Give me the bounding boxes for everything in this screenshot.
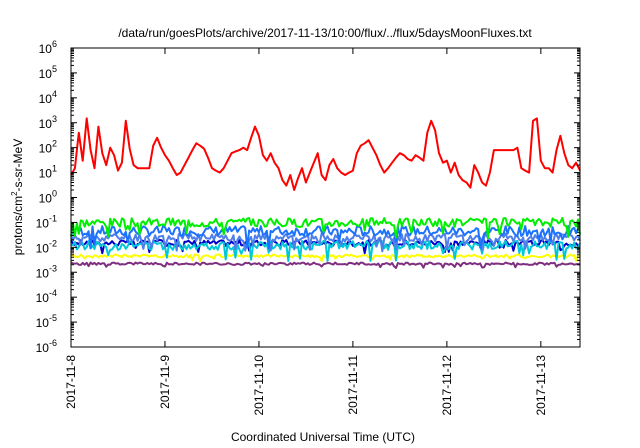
y-tick-exp: 5 [52, 64, 57, 74]
y-tick-base: 10 [39, 142, 53, 156]
x-tick-label: 2017-11-9 [158, 355, 172, 409]
y-axis-label-sup: 2 [10, 191, 19, 196]
y-tick-label: 106 [39, 39, 57, 56]
series-line [70, 217, 581, 239]
y-tick-base: 10 [39, 117, 53, 131]
y-tick-base: 10 [36, 291, 50, 305]
x-tick-label: 2017-11-11 [346, 355, 360, 415]
series-line [70, 117, 581, 191]
series-line [70, 239, 581, 262]
y-tick-base: 10 [39, 42, 53, 56]
y-tick-base: 10 [36, 216, 50, 230]
y-tick-exp: -3 [49, 263, 57, 273]
y-tick-label: 104 [39, 89, 57, 106]
y-axis-label: protons/cm2-s-sr-MeV [10, 139, 25, 255]
chart-title: /data/run/goesPlots/archive/2017-11-13/1… [118, 26, 532, 40]
y-tick-base: 10 [39, 192, 53, 206]
y-tick-base: 10 [39, 92, 53, 106]
series-line [70, 253, 581, 263]
series-line [70, 225, 580, 250]
y-tick-label: 101 [39, 164, 57, 181]
y-tick-label: 10-4 [36, 288, 57, 305]
plot-frame [70, 47, 581, 348]
x-tick-label: 2017-11-12 [440, 355, 454, 416]
y-tick-label: 10-1 [36, 213, 57, 230]
y-tick-label: 105 [39, 64, 57, 81]
y-tick-label: 10-6 [36, 338, 57, 355]
y-axis-label-rest: -s-sr-MeV [11, 139, 25, 192]
y-tick-label: 103 [39, 114, 57, 131]
y-tick-exp: 3 [52, 114, 57, 124]
x-axis-ticks: 2017-11-8 2017-11-9 2017-11-10 2017-11-11 20… [64, 48, 548, 416]
y-tick-exp: -2 [49, 238, 57, 248]
y-tick-base: 10 [36, 241, 50, 255]
x-tick-label: 2017-11-13 [534, 355, 548, 416]
y-tick-exp: -1 [49, 213, 57, 223]
y-tick-exp: -5 [49, 313, 57, 323]
y-tick-label: 102 [39, 139, 57, 156]
y-tick-exp: -4 [49, 288, 57, 298]
y-tick-base: 10 [39, 67, 53, 81]
series-line [70, 232, 581, 253]
y-tick-label: 10-3 [36, 263, 57, 280]
y-tick-base: 10 [39, 167, 53, 181]
y-tick-label: 100 [39, 189, 57, 206]
y-tick-exp: 2 [52, 139, 57, 149]
y-axis-label-base: protons/cm [11, 196, 25, 255]
x-tick-label: 2017-11-8 [64, 355, 78, 409]
y-tick-base: 10 [36, 341, 50, 355]
y-tick-exp: 6 [52, 39, 57, 49]
y-axis-ticks: 10-610-510-410-310-210-11001011021031041… [36, 39, 580, 355]
y-tick-base: 10 [36, 316, 50, 330]
y-tick-base: 10 [36, 266, 50, 280]
y-tick-exp: -6 [49, 338, 57, 348]
y-tick-exp: 4 [52, 89, 57, 99]
y-tick-exp: 1 [52, 164, 57, 174]
y-tick-label: 10-2 [36, 238, 57, 255]
x-axis-label: Coordinated Universal Time (UTC) [231, 430, 415, 444]
y-tick-exp: 0 [52, 189, 57, 199]
x-tick-label: 2017-11-10 [252, 355, 266, 416]
series-line [70, 261, 581, 269]
y-tick-label: 10-5 [36, 313, 57, 330]
series-layer [70, 117, 581, 269]
